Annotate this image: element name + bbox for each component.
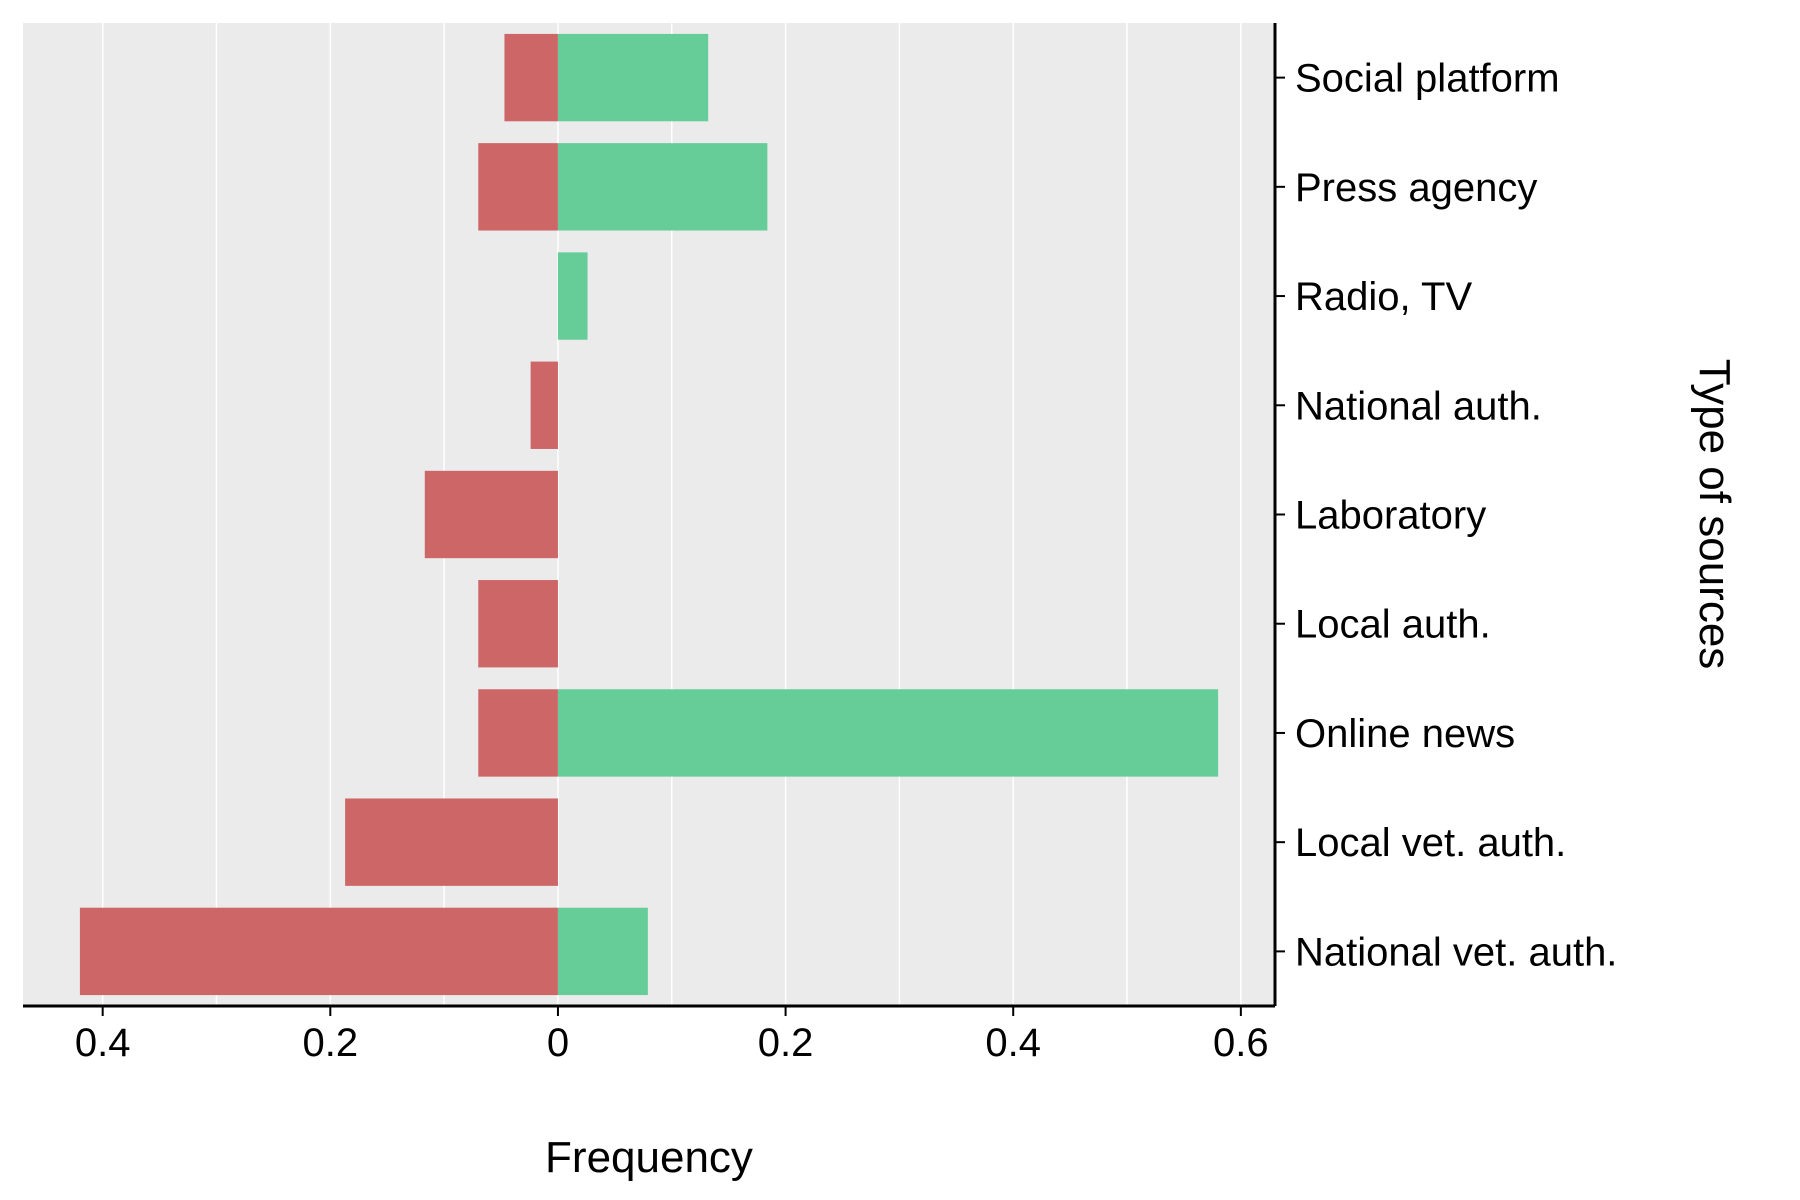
x-tick-label: 0 <box>547 1021 569 1065</box>
x-ticks: 0.4 0.2 0 0.2 0.4 0.6 <box>75 1006 1269 1065</box>
category-label: Press agency <box>1295 166 1537 210</box>
bar-left <box>478 580 558 668</box>
bar-left <box>478 143 558 231</box>
y-axis-title: Type of sources <box>1690 359 1739 670</box>
x-axis-title: Frequency <box>545 1133 753 1182</box>
x-tick-label: 0.4 <box>75 1021 131 1065</box>
bar-left <box>424 470 558 559</box>
bar-right <box>557 907 648 996</box>
category-label: Social platform <box>1295 57 1560 101</box>
bar-right <box>557 689 1219 777</box>
bar-left <box>345 798 558 886</box>
bar-left <box>530 361 558 449</box>
category-label: Online news <box>1295 712 1515 756</box>
bars <box>79 33 1219 996</box>
y-ticks: Social platform Press agency Radio, TV Nati… <box>1275 57 1617 974</box>
bar-right <box>557 33 709 122</box>
x-tick-label: 0.4 <box>985 1021 1041 1065</box>
category-label: National auth. <box>1295 384 1542 428</box>
bar-left <box>478 689 558 777</box>
x-tick-label: 0.2 <box>758 1021 814 1065</box>
category-label: National vet. auth. <box>1295 930 1617 974</box>
bar-left <box>79 907 558 996</box>
bar-left <box>504 33 558 122</box>
category-label: Radio, TV <box>1295 275 1472 319</box>
x-tick-label: 0.2 <box>303 1021 359 1065</box>
category-label: Local auth. <box>1295 603 1491 647</box>
category-label: Local vet. auth. <box>1295 821 1566 865</box>
bar-right <box>557 252 588 340</box>
bar-right <box>557 143 768 231</box>
x-tick-label: 0.6 <box>1213 1021 1269 1065</box>
grid-lines <box>101 23 1242 1006</box>
category-label: Laboratory <box>1295 494 1486 538</box>
